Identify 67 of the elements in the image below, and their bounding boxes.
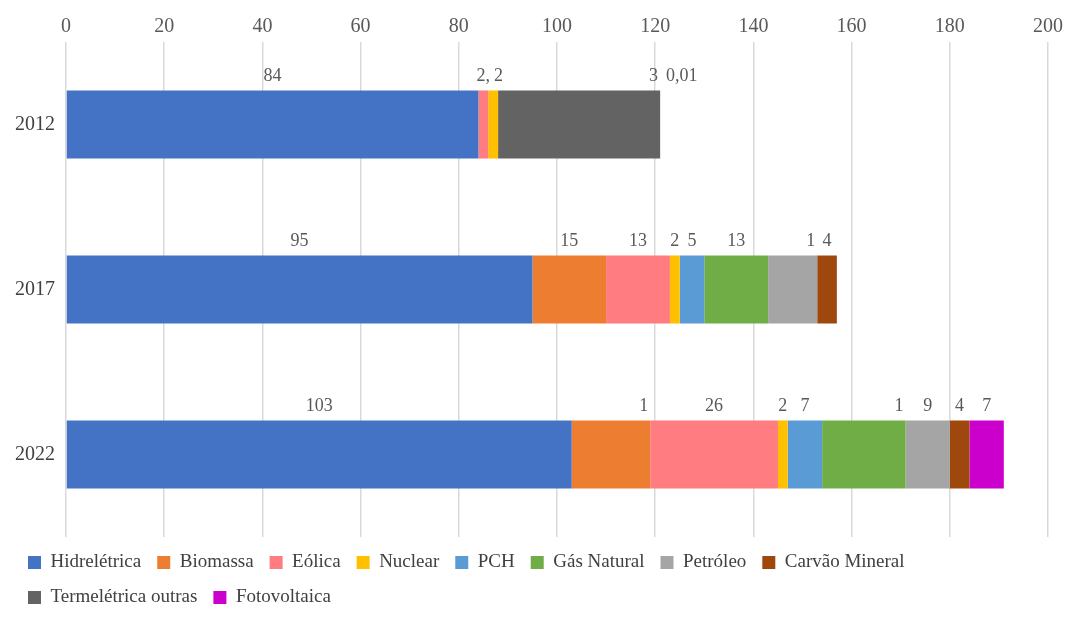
x-tick-label: 100 [542,14,572,37]
x-tick-label: 20 [154,14,175,37]
annotation: 1 [806,230,816,251]
y-tick-label: 2022 [15,441,55,464]
data-label: 0,01 [666,65,698,86]
data-label: 2 [778,395,788,416]
bar [822,420,906,489]
x-tick-label: 0 [61,14,71,37]
data-label: 95 [290,230,309,251]
x-tick-label: 140 [738,14,769,37]
bar [679,255,705,324]
bar [817,255,837,324]
annotation: 3 [649,65,659,86]
bar [488,90,499,159]
bar [949,420,970,489]
bar [969,420,1004,489]
x-tick-label: 120 [640,14,671,37]
bar [669,255,680,324]
legend-label: Petróleo [683,550,747,572]
legend-label: Termelétrica outras [50,585,198,607]
annotation: 1 [639,395,649,416]
legend-label: Biomassa [179,550,255,572]
data-label: 5 [687,230,697,251]
bar [606,255,670,324]
legend-label: Fotovoltaica [235,585,332,607]
data-label: 2 [670,230,680,251]
bar [704,255,769,324]
legend-label: Carvão Mineral [784,550,905,572]
bar [650,420,778,489]
bar [571,420,651,489]
x-tick-label: 200 [1033,14,1063,37]
bar [66,90,479,159]
bar [905,420,950,489]
legend-label: Eólica [292,550,342,572]
data-label: 26 [705,395,724,416]
x-tick-label: 40 [252,14,273,37]
x-tick-label: 160 [836,14,867,37]
bar [532,255,607,324]
legend-label: Nuclear [379,550,440,572]
x-tick-label: 180 [934,14,965,37]
data-label: 103 [305,395,333,416]
y-tick-label: 2012 [15,111,55,134]
bar [777,420,788,489]
bar [787,420,823,489]
legend-label: PCH [477,550,515,572]
bar [478,90,489,159]
bar [768,255,818,324]
data-label: 2 [494,65,504,86]
y-tick-label: 2017 [15,276,55,299]
data-label: 4 [822,230,832,251]
data-label: 13 [629,230,648,251]
legend-label: Hidrelétrica [50,550,142,572]
x-tick-label: 60 [350,14,371,37]
bar [66,255,533,324]
bar [66,420,572,489]
data-label: 7 [982,395,992,416]
annotation: 1 [894,395,904,416]
data-label: 15 [560,230,579,251]
bar [498,90,661,159]
legend-label: Gás Natural [553,550,645,572]
data-label: 4 [955,395,965,416]
data-label: 7 [800,395,810,416]
data-label: 9 [923,395,933,416]
x-tick-label: 80 [448,14,469,37]
data-label: 13 [727,230,746,251]
data-label: 2, [476,65,491,86]
data-label: 84 [263,65,282,86]
